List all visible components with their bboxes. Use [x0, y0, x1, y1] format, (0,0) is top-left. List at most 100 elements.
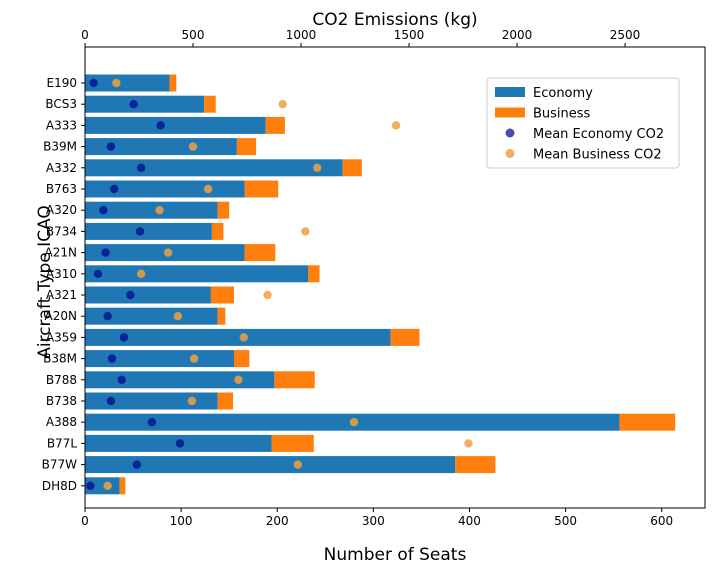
bar-economy-a333 — [85, 116, 266, 134]
point-mean-economy-co2-a20n — [103, 312, 112, 321]
bar-economy-a310 — [85, 265, 309, 283]
bar-business-b77l — [271, 434, 314, 452]
point-mean-economy-co2-b763 — [109, 184, 119, 194]
y-tick-label-b39m: B39M — [43, 140, 77, 154]
bar-business-a321 — [210, 286, 234, 304]
point-mean-economy-co2-a388 — [147, 418, 157, 427]
point-mean-business-co2-b77l — [464, 439, 473, 448]
bar-business-a388 — [619, 413, 676, 431]
y-tick-label-a388: A388 — [46, 415, 77, 429]
x2-tick-label: 1500 — [394, 28, 425, 42]
point-mean-business-co2-a320 — [155, 206, 164, 215]
bar-business-a20n — [217, 307, 226, 325]
bar-economy-b763 — [85, 180, 245, 198]
x2-tick-label: 0 — [81, 28, 89, 42]
point-mean-business-co2-a21n — [163, 248, 173, 257]
y-tick-label-a310: A310 — [46, 267, 77, 281]
y-tick-label-b788: B788 — [46, 373, 77, 387]
y-axis-title: Aircraft Type ICAO — [35, 205, 55, 359]
bar-business-b38m — [233, 350, 250, 368]
point-mean-business-co2-b734 — [301, 227, 310, 236]
point-mean-economy-co2-b39m — [106, 142, 116, 151]
legend-marker-mean-business-co2 — [505, 149, 515, 158]
bar-business-bcs3 — [204, 95, 216, 113]
point-mean-business-co2-a20n — [173, 312, 183, 321]
point-mean-economy-co2-dh8d — [86, 481, 95, 490]
y-tick-label-a20n: A20N — [45, 309, 77, 323]
x-tick-label: 400 — [458, 514, 481, 528]
point-mean-business-co2-b738 — [187, 396, 197, 406]
bar-economy-b39m — [85, 138, 237, 156]
point-mean-business-co2-a321 — [263, 290, 272, 300]
x-tick-label: 200 — [266, 514, 289, 528]
bar-business-b77w — [455, 456, 496, 474]
point-mean-economy-co2-a21n — [101, 248, 110, 257]
legend: Economy Business Mean Economy CO2 Mean Busi… — [486, 77, 680, 169]
point-mean-business-co2-a359 — [239, 333, 248, 342]
bar-business-b734 — [211, 222, 224, 240]
x2-tick-label: 1000 — [286, 28, 317, 42]
y-tick-label-b763: B763 — [46, 182, 77, 196]
legend-swatch-economy — [495, 87, 525, 97]
x-tick-label: 500 — [554, 514, 577, 528]
y-tick-label-a332: A332 — [46, 161, 77, 175]
plot-area — [85, 74, 676, 495]
point-mean-economy-co2-a320 — [99, 206, 108, 215]
point-mean-business-co2-bcs3 — [278, 100, 287, 109]
point-mean-business-co2-b38m — [189, 354, 199, 363]
x-tick-label: 300 — [362, 514, 385, 528]
point-mean-business-co2-dh8d — [103, 481, 112, 490]
point-mean-economy-co2-e190 — [89, 78, 98, 88]
bar-economy-a359 — [85, 328, 391, 346]
x-tick-label: 100 — [170, 514, 193, 528]
y-tick-label-dh8d: DH8D — [42, 479, 77, 493]
point-mean-economy-co2-b38m — [107, 354, 117, 363]
bar-business-a320 — [217, 201, 230, 219]
bar-economy-a332 — [85, 159, 343, 177]
point-mean-economy-co2-bcs3 — [129, 100, 138, 109]
bar-economy-a20n — [85, 307, 218, 325]
bar-business-b788 — [274, 371, 315, 389]
x2-tick-label: 2000 — [502, 28, 533, 42]
point-mean-business-co2-b763 — [203, 184, 213, 194]
legend-label-mean-economy-co2: Mean Economy CO2 — [533, 127, 664, 142]
point-mean-economy-co2-a310 — [93, 269, 103, 278]
point-mean-business-co2-b77w — [293, 460, 302, 469]
legend-label-economy: Economy — [533, 86, 593, 101]
bar-business-b738 — [217, 392, 234, 410]
legend-box — [486, 77, 680, 169]
legend-swatch-business — [495, 107, 525, 118]
point-mean-economy-co2-a359 — [119, 333, 129, 342]
point-mean-business-co2-a388 — [349, 418, 359, 427]
y-tick-label-b77l: B77L — [47, 436, 78, 450]
bar-economy-b738 — [85, 392, 218, 410]
y-tick-label-a359: A359 — [46, 330, 77, 344]
bar-business-b763 — [244, 180, 279, 198]
point-mean-economy-co2-a321 — [126, 290, 135, 300]
y-tick-label-e190: E190 — [47, 76, 78, 90]
bar-business-b39m — [236, 138, 257, 156]
bar-economy-b38m — [85, 350, 234, 368]
y-tick-label-b738: B738 — [46, 394, 77, 408]
point-mean-business-co2-a333 — [391, 121, 401, 130]
point-mean-economy-co2-b734 — [135, 227, 145, 236]
legend-label-business: Business — [533, 107, 591, 122]
point-mean-business-co2-b788 — [234, 375, 243, 384]
bar-economy-a321 — [85, 286, 211, 304]
point-mean-business-co2-a332 — [313, 163, 322, 172]
point-mean-economy-co2-a332 — [136, 163, 146, 172]
legend-marker-mean-economy-co2 — [505, 128, 515, 138]
point-mean-economy-co2-b77w — [132, 460, 142, 469]
point-mean-economy-co2-b788 — [117, 375, 126, 384]
y-tick-label-a333: A333 — [46, 118, 77, 132]
point-mean-economy-co2-a333 — [156, 121, 165, 130]
bar-business-a310 — [308, 265, 320, 283]
y-tick-label-b734: B734 — [46, 224, 77, 238]
bar-economy-e190 — [85, 74, 170, 92]
x2-axis-title: CO2 Emissions (kg) — [312, 10, 477, 30]
bar-business-dh8d — [119, 477, 126, 495]
x-tick-label: 0 — [81, 514, 89, 528]
y-tick-label-bcs3: BCS3 — [45, 97, 77, 111]
bar-economy-dh8d — [85, 477, 120, 495]
